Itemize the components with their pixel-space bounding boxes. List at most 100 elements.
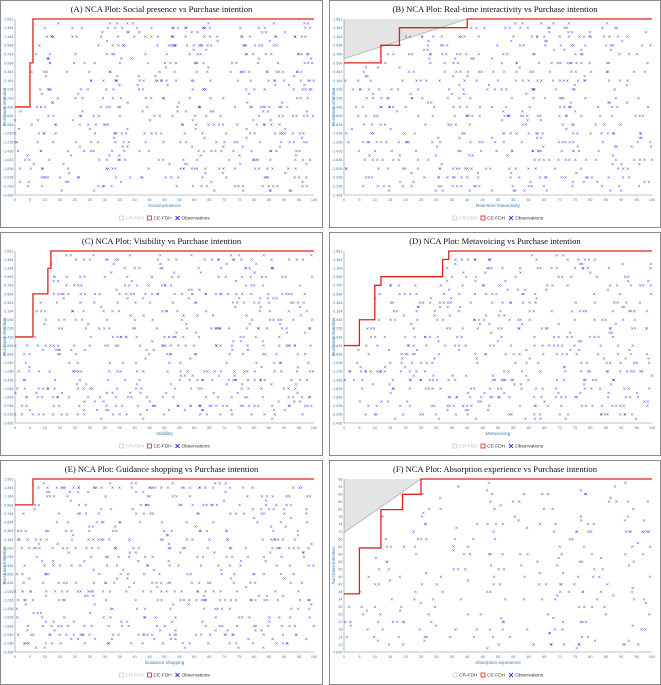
observation-point <box>260 387 263 390</box>
observation-point <box>44 529 48 533</box>
observation-point <box>283 132 287 135</box>
observation-point <box>426 44 430 47</box>
observation-point <box>519 114 523 118</box>
x-tick-label: 60 <box>192 426 196 430</box>
y-tick-label: 1.561 <box>4 477 14 481</box>
observation-point <box>539 149 543 153</box>
x-tick-label: 65 <box>542 426 546 430</box>
observation-point <box>576 79 580 82</box>
observation-point <box>120 620 123 623</box>
observation-point <box>150 633 154 636</box>
legend-ce-fdh-label: CE-FDH <box>154 444 173 450</box>
observation-point <box>408 404 412 408</box>
nca-plot-e: (E) NCA Plot: Guidance shopping vs Purch… <box>0 460 323 685</box>
observation-point <box>623 413 627 416</box>
observation-point <box>297 590 300 593</box>
observation-point <box>478 322 482 326</box>
observation-point <box>171 482 174 485</box>
observation-point <box>380 400 383 403</box>
x-tick-label: 20 <box>403 426 407 430</box>
observation-point <box>440 35 443 38</box>
observation-point <box>215 35 219 38</box>
observation-point <box>365 609 369 612</box>
observation-point <box>296 70 299 74</box>
observation-point <box>91 590 95 593</box>
observation-point <box>74 140 78 144</box>
observation-point <box>18 180 22 184</box>
observation-point <box>272 408 276 412</box>
observation-point <box>379 613 382 616</box>
observation-point <box>49 344 52 347</box>
observation-point <box>40 559 44 563</box>
observation-point <box>490 105 494 109</box>
observation-point <box>389 391 392 395</box>
observation-point <box>104 258 108 261</box>
observation-point <box>97 44 100 47</box>
observation-point <box>28 408 32 412</box>
observation-point <box>182 314 185 317</box>
observation-point <box>439 44 443 47</box>
observation-point <box>638 284 642 287</box>
observation-point <box>561 620 565 624</box>
observation-point <box>107 642 110 645</box>
observation-point <box>296 365 300 369</box>
legend-cr-fdh-label: CR-FDH <box>126 444 145 450</box>
observation-point <box>89 140 93 144</box>
observation-point <box>631 586 634 590</box>
observation-point <box>272 529 275 533</box>
observation-point <box>58 404 61 408</box>
observation-point <box>205 503 208 507</box>
observation-point <box>519 383 523 386</box>
observation-point <box>195 598 198 602</box>
observation-point <box>241 404 244 408</box>
observation-point <box>245 101 249 104</box>
observation-point <box>238 154 241 157</box>
observation-point <box>235 292 238 296</box>
observation-point <box>231 348 234 352</box>
observation-point <box>93 61 96 65</box>
observation-point <box>575 352 578 356</box>
observation-point <box>403 132 406 135</box>
observation-point <box>126 22 129 25</box>
observation-point <box>562 79 565 82</box>
observation-point <box>295 258 299 261</box>
observation-point <box>52 404 55 408</box>
observation-point <box>101 30 104 34</box>
observation-point <box>301 551 305 554</box>
observation-point <box>366 74 369 78</box>
y-tick-label: 1.364 <box>333 26 343 30</box>
observation-point <box>607 266 611 270</box>
y-tick-label: -2.436 <box>3 650 14 654</box>
x-tick-label: 50 <box>162 198 166 202</box>
x-tick-label: 65 <box>207 426 211 430</box>
observation-point <box>566 284 569 287</box>
observation-point <box>582 180 585 184</box>
observation-point <box>440 162 443 166</box>
observation-point <box>643 400 646 403</box>
observation-point <box>170 35 173 38</box>
observation-point <box>276 538 280 541</box>
observation-point <box>607 391 610 395</box>
observation-point <box>488 387 492 390</box>
observation-point <box>276 184 279 188</box>
observation-point <box>611 154 615 157</box>
observation-point <box>298 486 301 489</box>
observation-point <box>580 61 583 65</box>
observation-point <box>258 140 262 144</box>
observation-point <box>123 158 127 162</box>
x-tick-label: 90 <box>282 198 286 202</box>
observation-point <box>533 344 536 347</box>
observation-point <box>163 284 167 287</box>
observation-point <box>72 370 76 373</box>
observation-point <box>33 508 36 511</box>
observation-point <box>500 335 503 339</box>
observation-point <box>357 348 360 352</box>
observation-point <box>247 404 251 408</box>
observation-point <box>403 335 407 339</box>
observation-point <box>608 284 612 287</box>
observation-point <box>597 335 600 339</box>
observation-point <box>250 284 253 287</box>
observation-point <box>82 258 86 261</box>
observation-point <box>479 149 483 153</box>
observation-point <box>372 132 375 135</box>
